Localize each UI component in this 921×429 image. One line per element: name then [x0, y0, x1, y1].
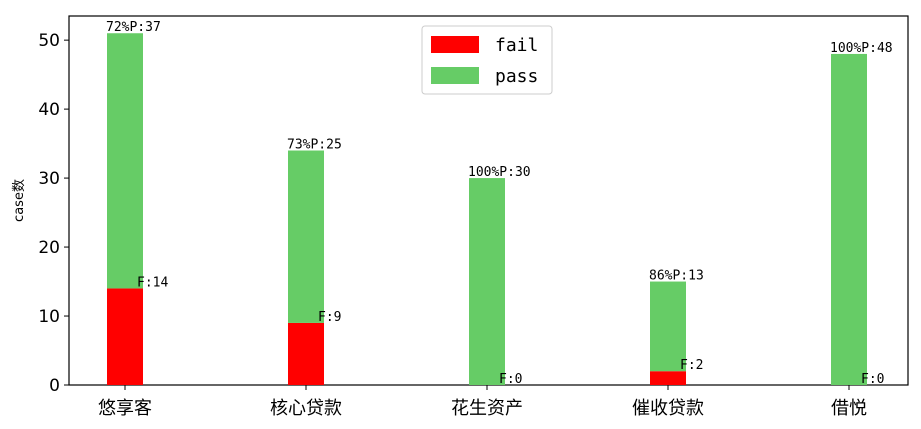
x-axis: 悠享客 核心贷款 花生资产 催收贷款 借悦: [98, 385, 867, 419]
pass-data-label: 86%P:13: [649, 269, 704, 284]
bar-fail: [107, 288, 143, 385]
legend-label-fail: fail: [495, 35, 538, 56]
y-tick-label: 20: [38, 238, 60, 258]
bars-group: [107, 33, 867, 386]
bar-fail: [288, 322, 324, 385]
y-axis-label: case数: [12, 179, 27, 222]
bar-pass: [288, 150, 324, 323]
bar-pass: [831, 53, 867, 386]
y-tick-label: 10: [38, 307, 60, 327]
bar-labels-group: 72%P:37 F:14 73%P:25 F:9 100%P:30 F:0 86%P:13 F…: [106, 20, 893, 387]
y-tick-label: 0: [49, 376, 60, 396]
bar-pass: [469, 178, 505, 385]
bar-fail: [650, 371, 686, 385]
pass-data-label: 100%P:48: [830, 41, 893, 56]
x-tick-label: 借悦: [831, 398, 867, 419]
legend-swatch-fail: [431, 36, 479, 53]
fail-data-label: F:9: [318, 310, 341, 325]
y-tick-label: 30: [38, 169, 60, 189]
y-tick-label: 50: [38, 31, 60, 51]
legend-swatch-pass: [431, 67, 479, 84]
legend-label-pass: pass: [495, 66, 538, 87]
bar-pass: [107, 33, 143, 289]
legend: fail pass: [421, 25, 553, 95]
x-tick-label: 花生资产: [451, 398, 523, 419]
bar-pass: [650, 281, 686, 372]
fail-data-label: F:2: [680, 358, 703, 373]
fail-data-label: F:14: [137, 275, 168, 290]
y-axis: 0 10 20 30 40 50: [38, 31, 69, 396]
x-tick-label: 催收贷款: [632, 398, 704, 419]
pass-data-label: 72%P:37: [106, 20, 161, 35]
y-tick-label: 40: [38, 100, 60, 120]
x-tick-label: 悠享客: [98, 398, 152, 419]
pass-data-label: 73%P:25: [287, 137, 342, 152]
fail-data-label: F:0: [861, 372, 884, 387]
fail-data-label: F:0: [499, 372, 522, 387]
pass-data-label: 100%P:30: [468, 165, 531, 180]
x-tick-label: 核心贷款: [270, 398, 342, 419]
